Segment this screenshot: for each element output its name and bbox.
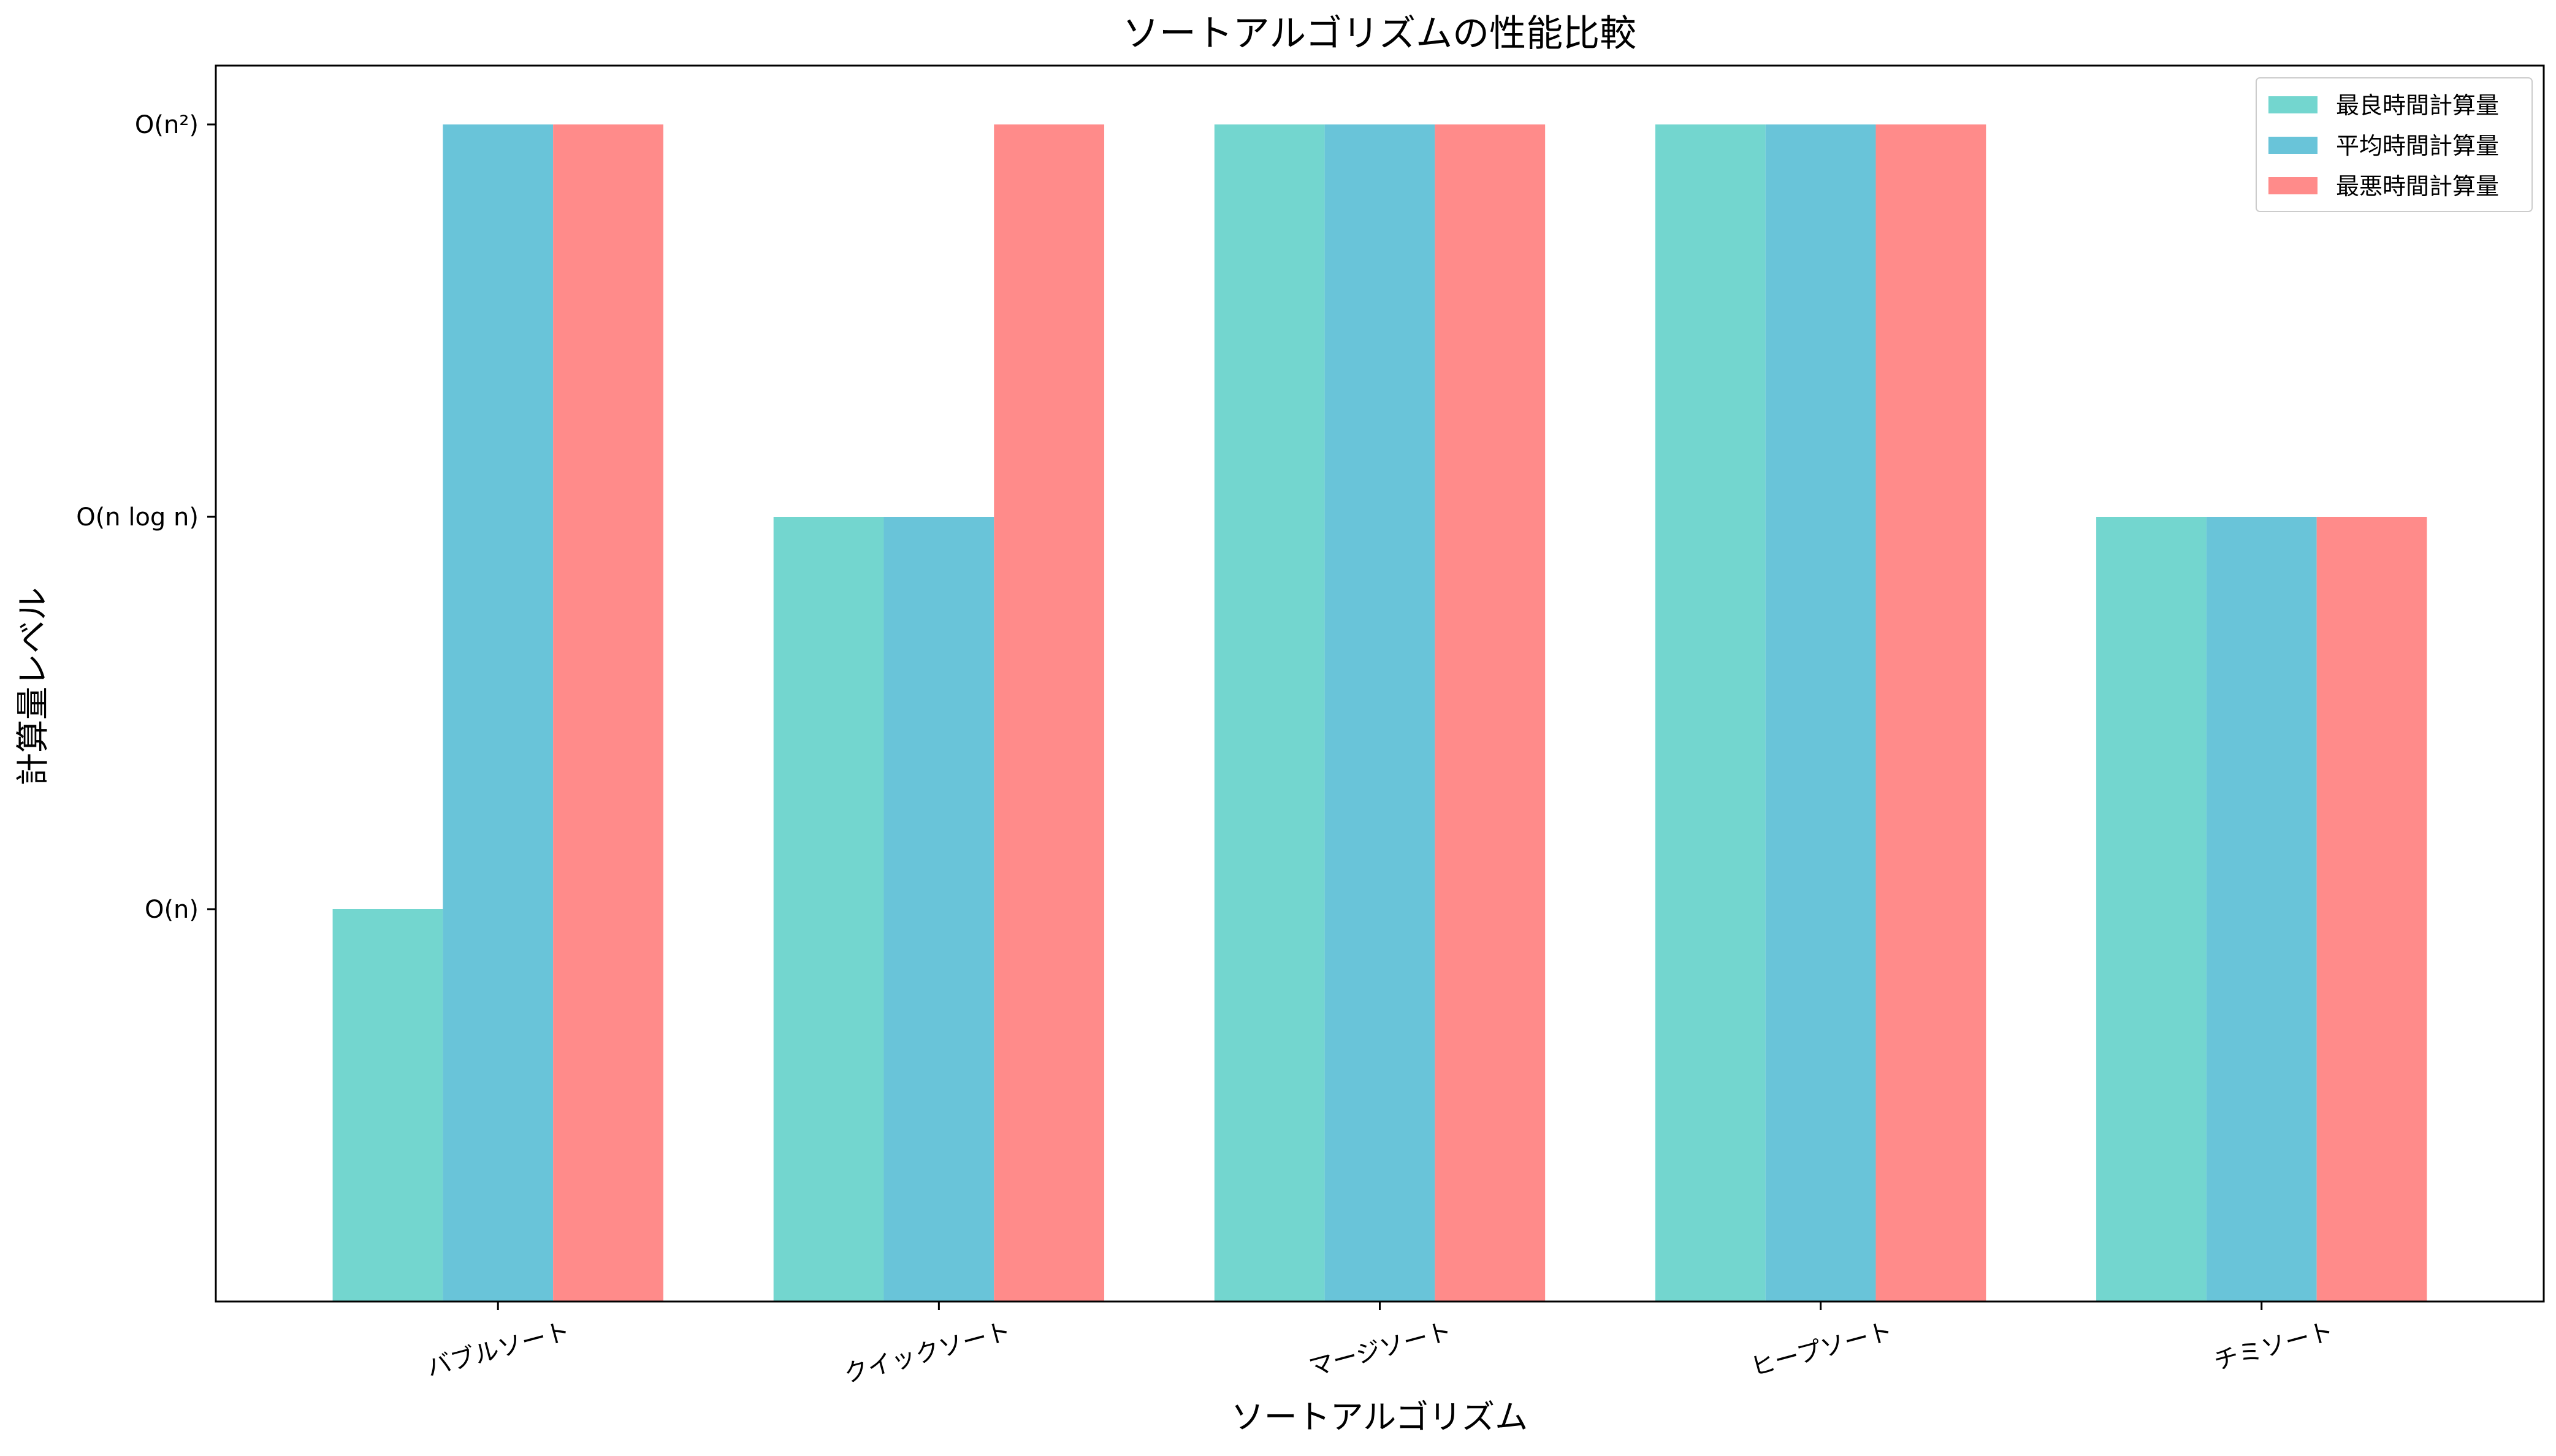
legend-swatch-2 bbox=[2268, 137, 2318, 154]
bar-1-3 bbox=[1214, 124, 1325, 1302]
bar-3-2 bbox=[994, 124, 1105, 1302]
chart-title: ソートアルゴリズムの性能比較 bbox=[1123, 12, 1636, 55]
y-tick-label-3: O(n²) bbox=[135, 111, 199, 139]
x-axis: バブルソート クイックソート マージソート ヒープソート チミソート bbox=[424, 1302, 2337, 1389]
bars-group bbox=[332, 124, 2427, 1302]
bar-3-5 bbox=[2316, 517, 2427, 1302]
bar-2-2 bbox=[883, 517, 994, 1302]
legend-label-2: 平均時間計算量 bbox=[2336, 132, 2499, 159]
y-axis-label: 計算量レベル bbox=[13, 587, 52, 786]
bar-3-1 bbox=[553, 124, 663, 1302]
bar-3-4 bbox=[1875, 124, 1986, 1302]
x-tick-label-1: バブルソート bbox=[424, 1317, 573, 1382]
y-tick-label-2: O(n log n) bbox=[76, 503, 199, 532]
x-tick-label-4: ヒープソート bbox=[1748, 1317, 1896, 1382]
y-axis: O(n) O(n log n) O(n²) bbox=[76, 111, 216, 924]
x-axis-label: ソートアルゴリズム bbox=[1231, 1398, 1528, 1436]
bar-2-5 bbox=[2206, 517, 2317, 1302]
legend-label-1: 最良時間計算量 bbox=[2336, 92, 2499, 119]
legend-label-3: 最悪時間計算量 bbox=[2336, 173, 2499, 200]
bar-2-4 bbox=[1765, 124, 1876, 1302]
bar-1-2 bbox=[773, 517, 884, 1302]
legend-swatch-3 bbox=[2268, 177, 2318, 194]
bar-2-1 bbox=[443, 124, 554, 1302]
bar-3-3 bbox=[1435, 124, 1546, 1302]
bar-1-5 bbox=[2096, 517, 2207, 1302]
x-tick-label-3: マージソート bbox=[1306, 1317, 1455, 1382]
bar-2-3 bbox=[1324, 124, 1435, 1302]
y-tick-label-1: O(n) bbox=[145, 896, 199, 924]
legend-swatch-1 bbox=[2268, 96, 2318, 113]
bar-1-1 bbox=[332, 909, 443, 1302]
bar-1-4 bbox=[1655, 124, 1766, 1302]
x-tick-label-2: クイックソート bbox=[841, 1317, 1014, 1389]
x-tick-label-5: チミソート bbox=[2211, 1317, 2337, 1376]
legend-box bbox=[2256, 77, 2533, 212]
